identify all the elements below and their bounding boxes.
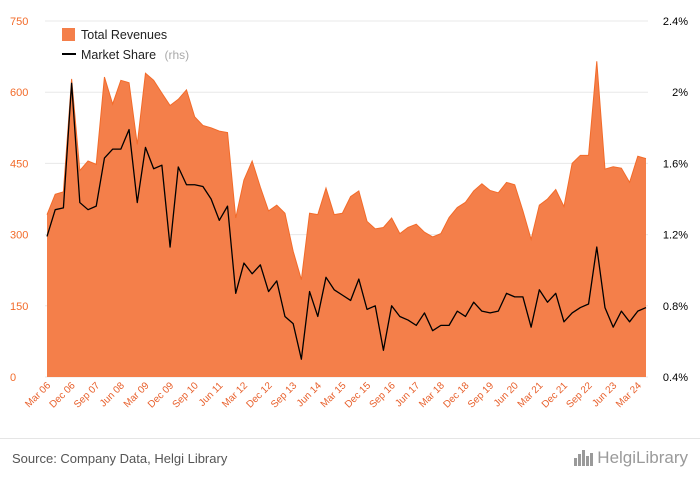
x-tick-label: Dec 21 xyxy=(540,380,570,410)
legend-share-suffix: (rhs) xyxy=(164,48,189,62)
left-axis: 0 150 300 450 600 750 xyxy=(10,16,28,384)
x-tick-label: Sep 16 xyxy=(368,380,398,410)
x-tick-label: Mar 24 xyxy=(614,380,644,410)
right-tick-label: 0.8% xyxy=(663,301,688,313)
x-tick-label: Dec 12 xyxy=(244,380,274,410)
left-tick-label: 300 xyxy=(10,230,28,242)
left-tick-label: 150 xyxy=(10,301,28,313)
x-tick-label: Mar 09 xyxy=(122,380,152,410)
left-tick-label: 750 xyxy=(10,16,28,28)
x-tick-label: Sep 10 xyxy=(171,380,201,410)
x-tick-label: Mar 18 xyxy=(417,380,447,410)
legend-share-name: Market Share xyxy=(81,48,156,62)
x-tick-label: Jun 08 xyxy=(98,380,127,409)
x-tick-label: Mar 21 xyxy=(516,380,546,410)
legend-share-label: Market Share (rhs) xyxy=(81,46,189,63)
x-tick-label: Sep 07 xyxy=(72,380,102,410)
legend-revenues-swatch xyxy=(62,28,75,41)
left-tick-label: 600 xyxy=(10,87,28,99)
revenues-area xyxy=(47,61,646,377)
x-tick-label: Jun 17 xyxy=(393,380,422,409)
x-tick-label: Dec 06 xyxy=(48,380,78,410)
x-tick-label: Mar 06 xyxy=(23,380,53,410)
x-tick-label: Dec 09 xyxy=(146,380,176,410)
right-tick-label: 1.6% xyxy=(663,158,688,170)
revenues-area-edge xyxy=(46,61,647,280)
x-tick-label: Jun 20 xyxy=(492,380,521,409)
x-tick-label: Mar 12 xyxy=(220,380,250,410)
left-tick-label: 0 xyxy=(10,372,16,384)
right-tick-label: 2% xyxy=(672,87,688,99)
x-tick-label: Dec 18 xyxy=(441,380,471,410)
x-tick-label: Sep 13 xyxy=(269,380,299,410)
right-axis: 0.4% 0.8% 1.2% 1.6% 2% 2.4% xyxy=(663,16,688,384)
logo-text: HelgiLibrary xyxy=(597,448,688,467)
market-share-line xyxy=(46,82,647,360)
x-tick-label: Jun 23 xyxy=(590,380,619,409)
x-tick-label: Jun 14 xyxy=(295,380,324,409)
x-tick-label: Dec 15 xyxy=(343,380,373,410)
legend: Total Revenues Market Share (rhs) xyxy=(62,28,189,63)
x-tick-label: Sep 22 xyxy=(564,380,594,410)
source-note: Source: Company Data, Helgi Library xyxy=(12,451,228,466)
legend-revenues-label: Total Revenues xyxy=(81,28,167,42)
market-share-line-layer xyxy=(46,82,647,360)
right-tick-label: 1.2% xyxy=(663,230,688,242)
revenues-area-layer xyxy=(46,61,647,377)
left-tick-label: 450 xyxy=(10,158,28,170)
x-tick-label: Sep 19 xyxy=(466,380,496,410)
x-tick-label: Mar 15 xyxy=(319,380,349,410)
right-tick-label: 2.4% xyxy=(663,16,688,28)
library-icon xyxy=(574,450,594,466)
helgi-library-logo: HelgiLibrary xyxy=(574,448,688,468)
right-tick-label: 0.4% xyxy=(663,372,688,384)
footer-divider xyxy=(0,438,700,439)
